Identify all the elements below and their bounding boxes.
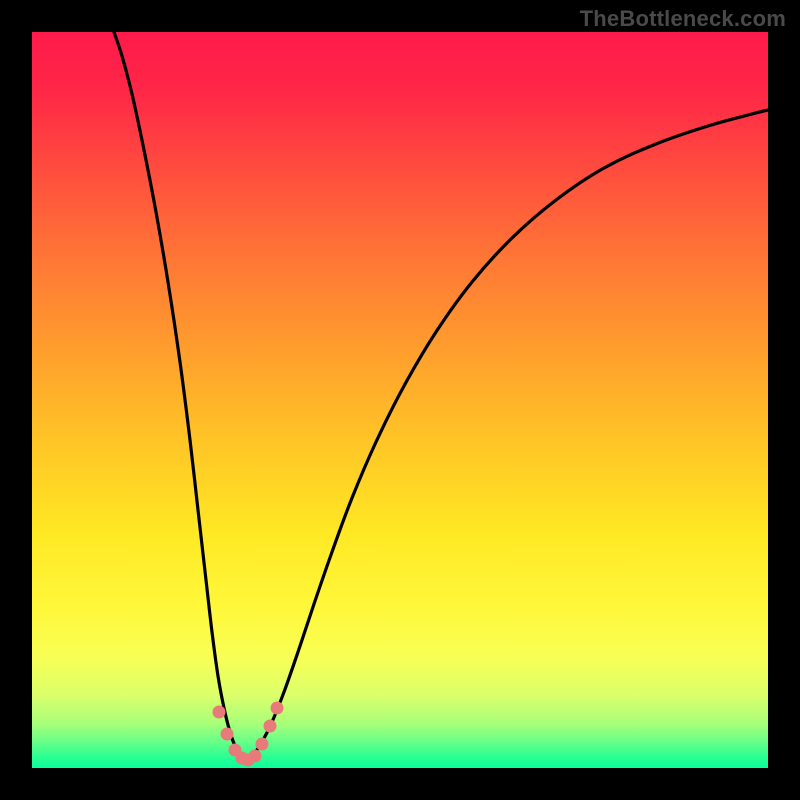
gradient-background bbox=[32, 32, 768, 768]
plot-area bbox=[32, 32, 768, 768]
chart-root: TheBottleneck.com bbox=[0, 0, 800, 800]
watermark-text: TheBottleneck.com bbox=[580, 6, 786, 32]
